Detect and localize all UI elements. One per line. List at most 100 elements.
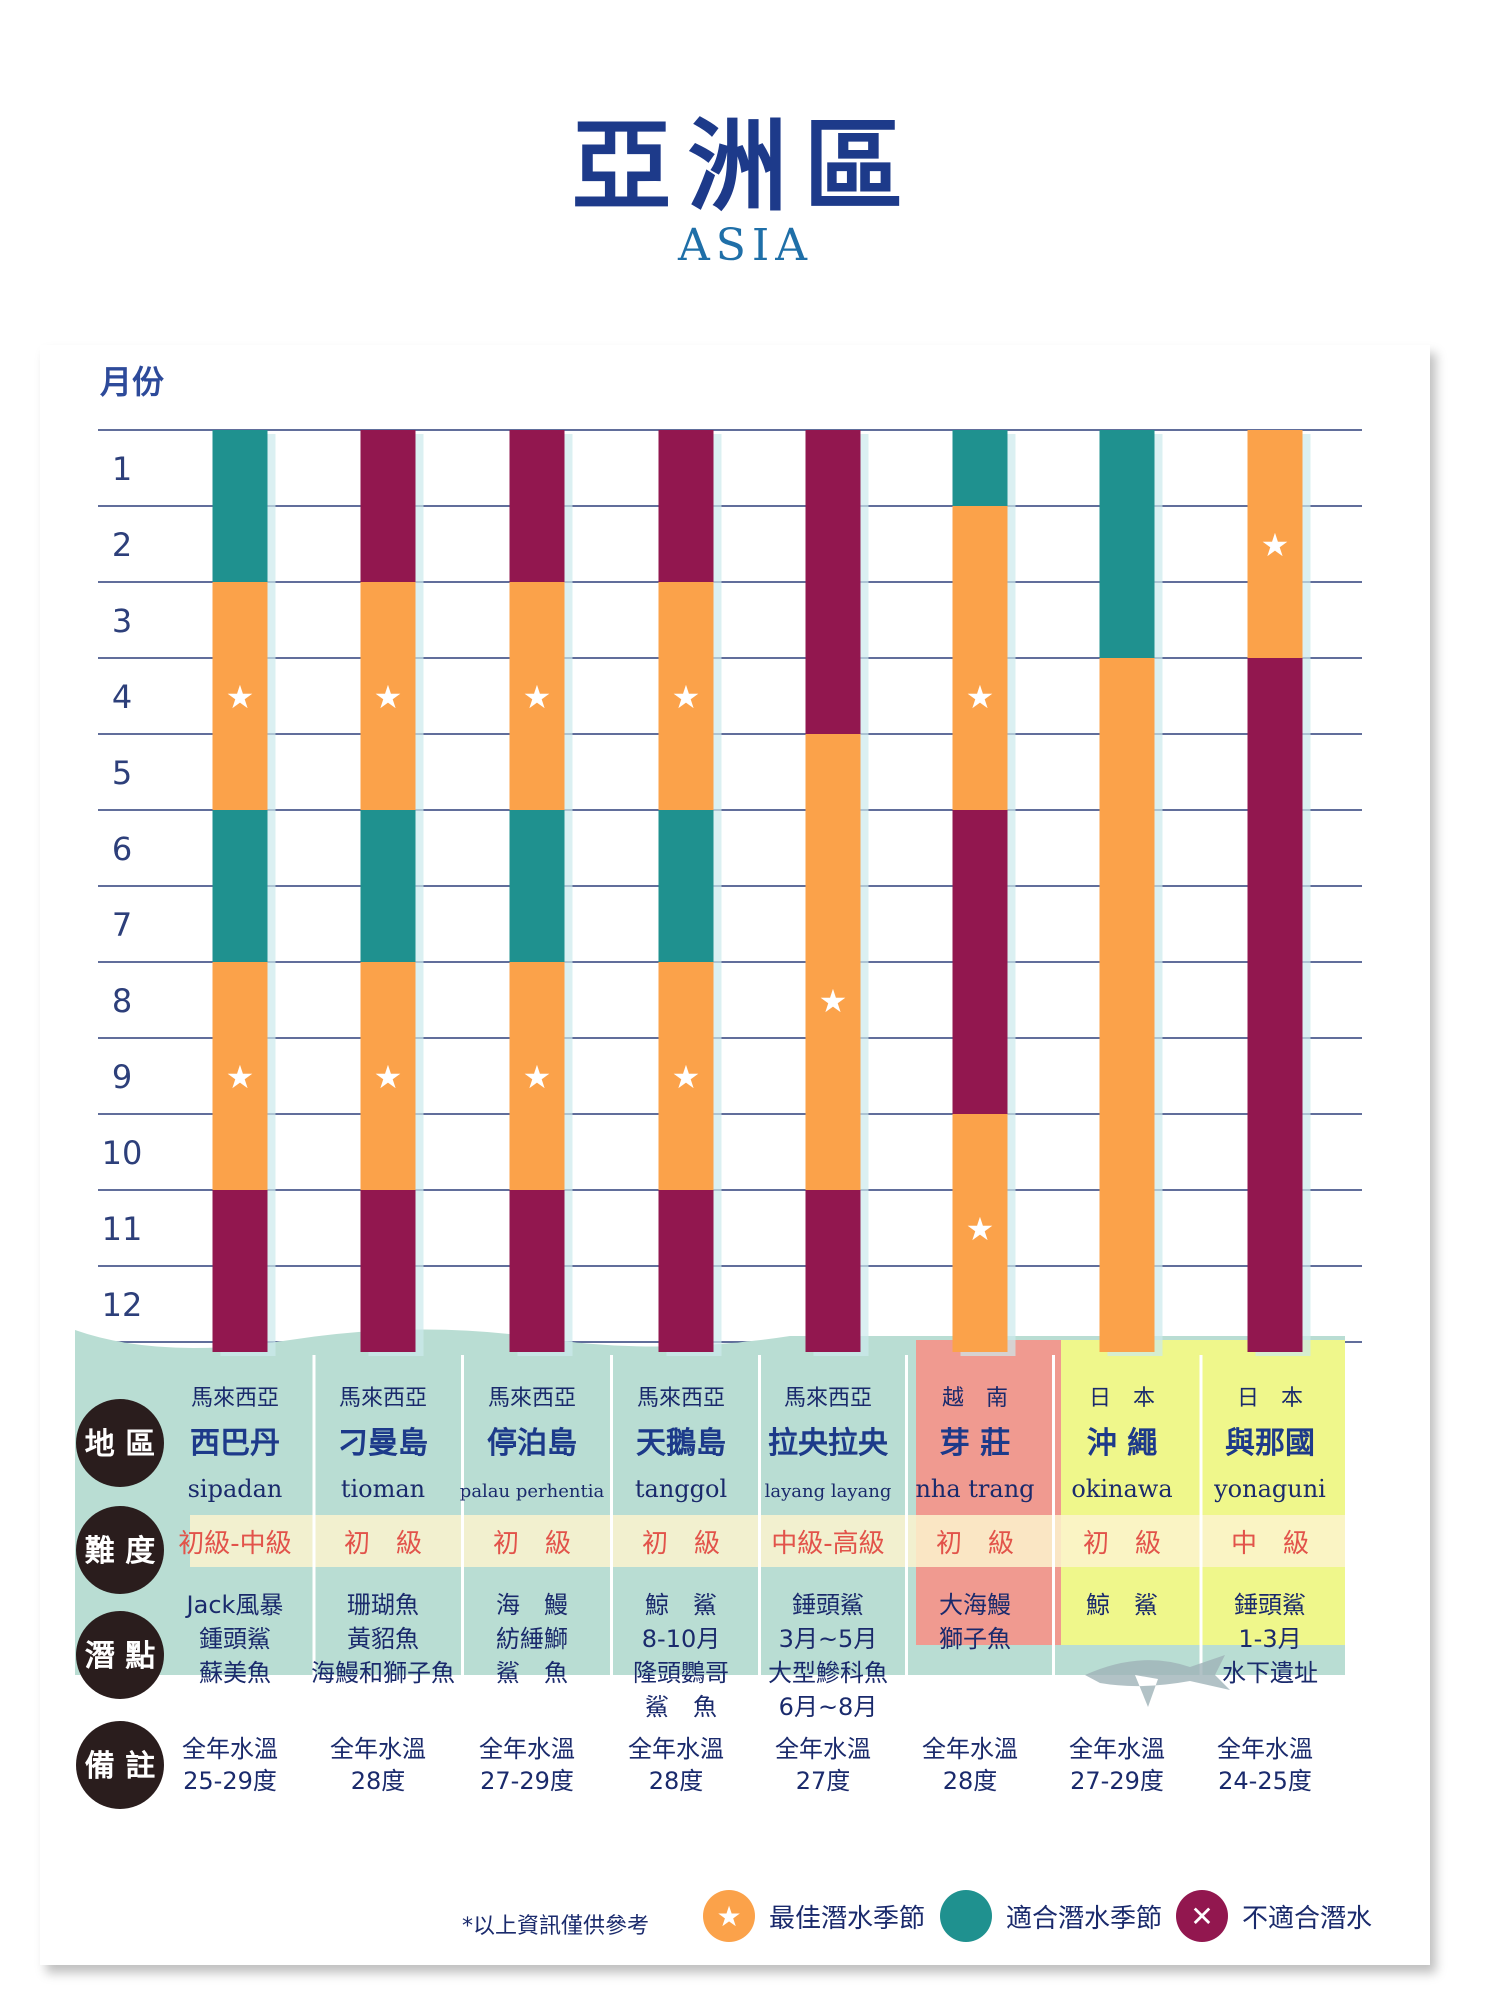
site-note: 24-25度 [1218, 1767, 1312, 1795]
site-level: 初 級 [344, 1529, 422, 1559]
bar-segment-good [360, 810, 416, 962]
bar-segment-bad [212, 1190, 268, 1352]
site-level: 初 級 [493, 1529, 571, 1559]
bar-segment-best [952, 506, 1008, 810]
star-icon: ★ [374, 678, 403, 716]
site-country: 日 本 [1089, 1386, 1155, 1411]
star-icon: ★ [523, 678, 552, 716]
footnote: *以上資訊僅供參考 [462, 1914, 650, 1939]
site-name: 沖 繩 [1087, 1426, 1157, 1461]
site-note: 全年水溫 [479, 1735, 575, 1763]
star-icon: ★ [1261, 526, 1290, 564]
site-species: 大型鰺科魚 [768, 1659, 888, 1687]
bar-segment-bad [509, 430, 565, 582]
site-level: 初 級 [936, 1529, 1014, 1559]
legend-best-label: 最佳潛水季節 [769, 1903, 926, 1934]
chart-card: 月份 1 2 3 4 5 6 7 8 9 10 11 12 ★ ★ ★ ★ ★ ★ ★ ★ ★ ★ ★ ★ 地 區難 度潛 點備 … [40, 345, 1430, 1965]
star-icon: ★ [966, 678, 995, 716]
site-species: 蘇美魚 [199, 1659, 271, 1687]
close-icon: ✕ [1176, 1890, 1228, 1942]
site-species: 6月~8月 [779, 1693, 878, 1721]
site-species: 鯊 魚 [645, 1693, 717, 1721]
vietnam-band [916, 1340, 1061, 1645]
bar-segment-best [1247, 430, 1303, 658]
level-row-band [190, 1515, 1345, 1567]
month-label: 1 [112, 450, 132, 488]
site-english-name: tanggol [635, 1475, 727, 1503]
star-icon: ★ [672, 678, 701, 716]
bar-segment-best [658, 962, 714, 1190]
site-note: 全年水溫 [1217, 1735, 1313, 1763]
site-level: 初 級 [1083, 1529, 1161, 1559]
bar-segment-best [509, 962, 565, 1190]
bar-segment-good [212, 810, 268, 962]
month-label: 4 [112, 678, 132, 716]
site-note: 27-29度 [1070, 1767, 1164, 1795]
site-species: 海鰻和獅子魚 [311, 1659, 455, 1687]
site-country: 越 南 [942, 1386, 1008, 1411]
bar-segment-bad [805, 1190, 861, 1352]
bar-segment-good [509, 810, 565, 962]
bar-segment-best [360, 582, 416, 810]
site-species: 錘頭鯊 [792, 1591, 864, 1619]
site-species: 3月~5月 [779, 1625, 878, 1653]
shark-icon [1085, 1655, 1230, 1707]
site-name: 與那國 [1225, 1426, 1315, 1461]
site-english-name: layang layang [765, 1481, 892, 1502]
bar-segment-bad [360, 430, 416, 582]
site-country: 馬來西亞 [637, 1386, 725, 1411]
circle-icon [940, 1890, 992, 1942]
site-country: 馬來西亞 [339, 1386, 427, 1411]
site-english-name: sipadan [188, 1475, 283, 1503]
legend-good: 適合潛水季節 [940, 1890, 1162, 1942]
site-note: 28度 [943, 1767, 998, 1795]
site-name: 拉央拉央 [768, 1426, 889, 1461]
site-name: 天鵝島 [636, 1426, 726, 1461]
site-species: 鯊 魚 [496, 1659, 568, 1687]
site-species: Jack風暴 [185, 1591, 284, 1619]
site-note: 全年水溫 [775, 1735, 871, 1763]
bar-segment-best [1099, 658, 1155, 1352]
bar-segment-bad [360, 1190, 416, 1352]
site-note: 28度 [649, 1767, 704, 1795]
site-species: 鯨 鯊 [645, 1591, 717, 1619]
site-note: 全年水溫 [922, 1735, 1018, 1763]
page-subtitle: ASIA [677, 220, 814, 271]
site-english-name: palau perhentia [460, 1481, 605, 1502]
site-note: 27-29度 [480, 1767, 574, 1795]
site-note: 25-29度 [183, 1767, 277, 1795]
bar-segment-bad [805, 430, 861, 734]
row-label-circle [76, 1721, 164, 1809]
site-species: 珊瑚魚 [347, 1591, 419, 1619]
month-label: 7 [112, 906, 132, 944]
site-name: 停泊島 [487, 1426, 577, 1461]
site-name: 西巴丹 [190, 1426, 280, 1461]
month-label: 5 [112, 754, 132, 792]
star-icon: ★ [226, 678, 255, 716]
bar-segment-good [658, 810, 714, 962]
row-label-circle [76, 1506, 164, 1594]
bar-segment-best [952, 1114, 1008, 1352]
site-note: 全年水溫 [1069, 1735, 1165, 1763]
row-label-region: 地 區 [85, 1427, 155, 1462]
site-note: 全年水溫 [628, 1735, 724, 1763]
legend-best: ★ 最佳潛水季節 [703, 1890, 925, 1942]
site-level: 初級-中級 [178, 1529, 291, 1559]
site-country: 馬來西亞 [784, 1386, 872, 1411]
site-country: 馬來西亞 [488, 1386, 576, 1411]
star-icon: ★ [226, 1058, 255, 1096]
month-label: 11 [102, 1210, 143, 1248]
page-title: 亞洲區 [571, 108, 920, 225]
site-note: 全年水溫 [182, 1735, 278, 1763]
star-icon: ★ [374, 1058, 403, 1096]
legend-bad: ✕ 不適合潛水 [1176, 1890, 1372, 1942]
bar-segment-best [212, 962, 268, 1190]
bar-segment-bad [1247, 658, 1303, 1352]
month-label: 8 [112, 982, 132, 1020]
bar-segment-best [212, 582, 268, 810]
bar-segment-best [360, 962, 416, 1190]
month-label: 9 [112, 1058, 132, 1096]
site-level: 初 級 [642, 1529, 720, 1559]
row-label-level: 難 度 [85, 1534, 155, 1569]
bar-segment-good [212, 430, 268, 582]
